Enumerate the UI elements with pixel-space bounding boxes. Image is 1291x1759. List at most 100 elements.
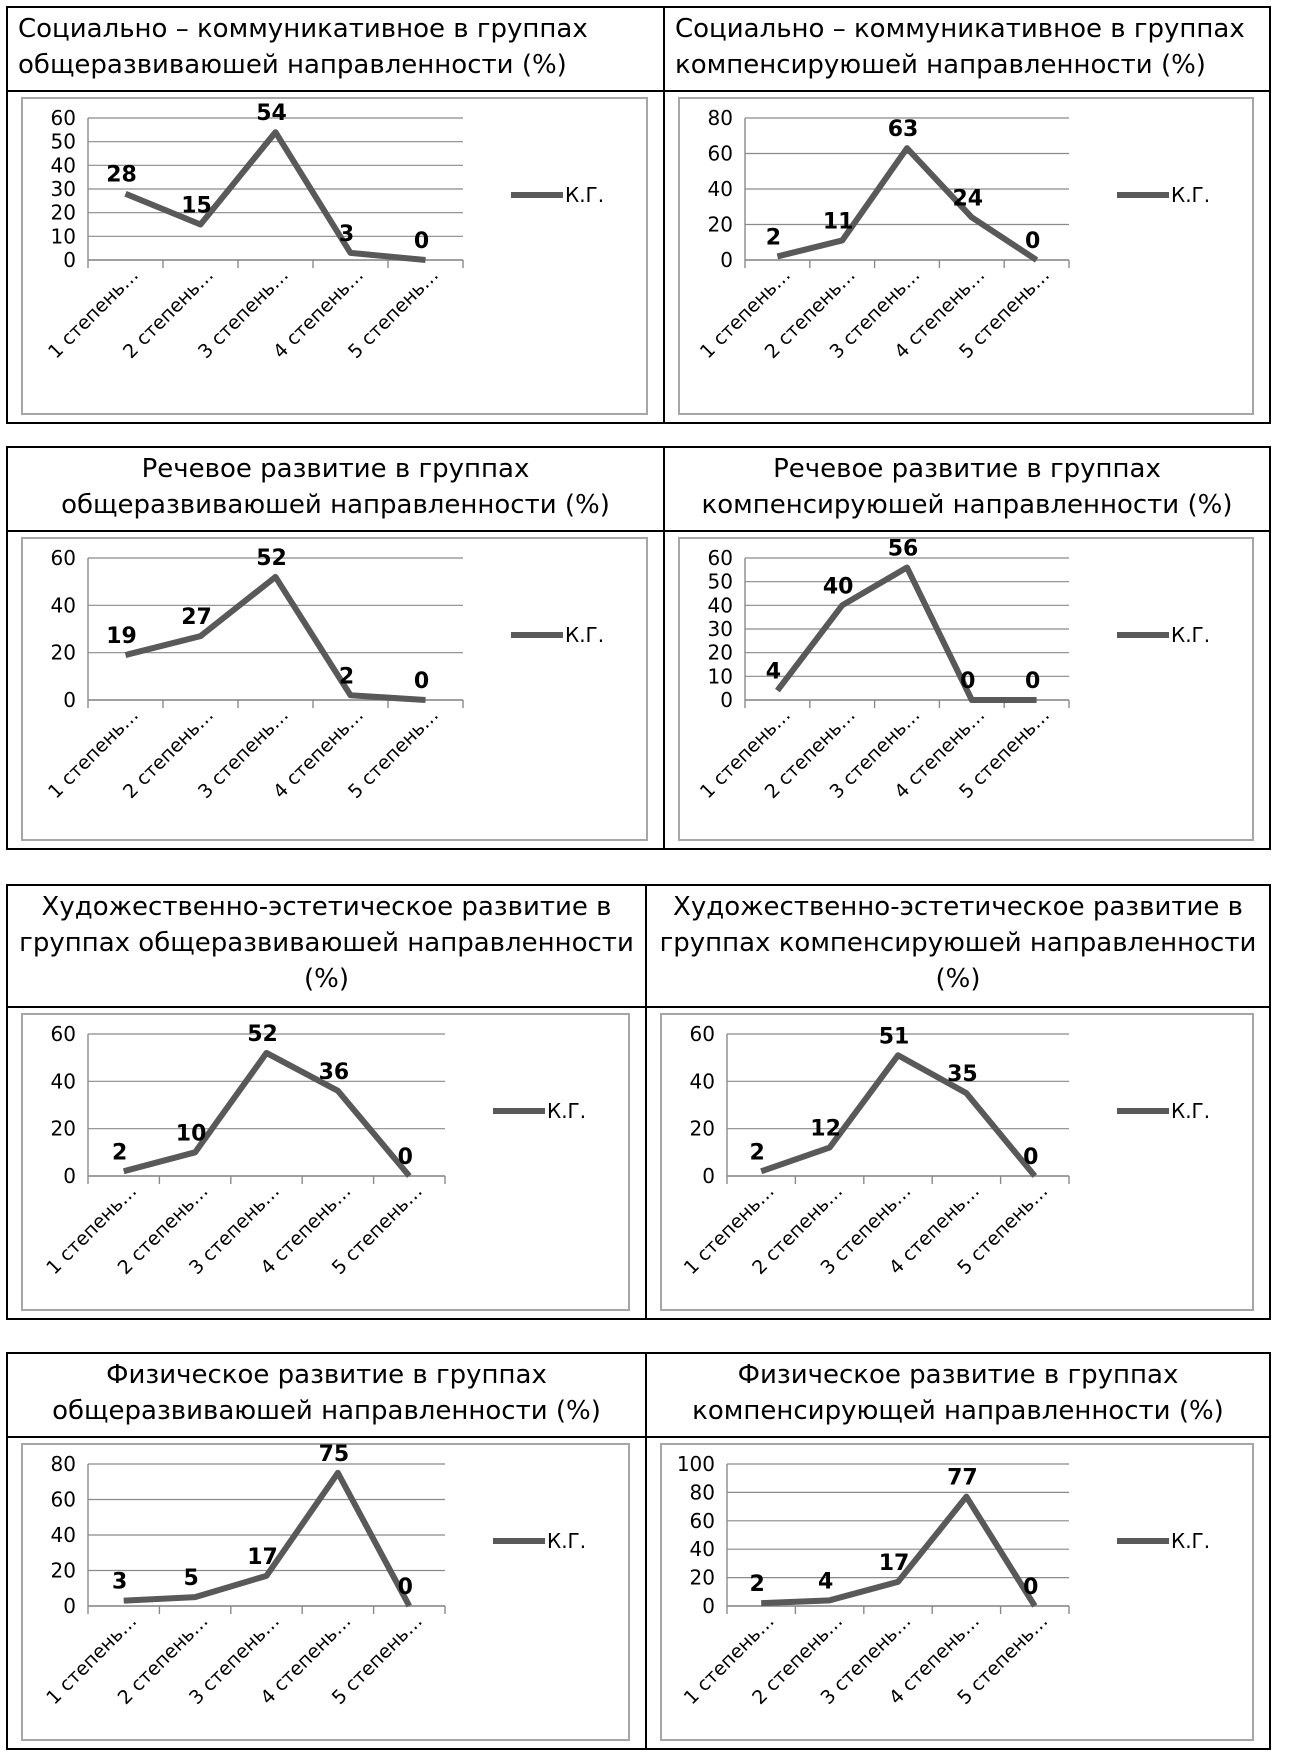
chart-speech-general: 0 20 40 60 1 степень… 2 степень… 3 степень… 4 с…	[8, 532, 663, 848]
data-label: 4	[766, 660, 781, 685]
data-label: 15	[181, 194, 212, 219]
table-social: Социально – коммуникативное в группах об…	[6, 6, 1271, 424]
chart-title: Художественно-эстетическое развитие в гр…	[647, 886, 1269, 1008]
y-tick-label: 20	[51, 641, 76, 665]
y-tick-label: 40	[51, 1069, 76, 1093]
data-label: 3	[112, 1570, 127, 1595]
y-tick-label: 0	[63, 1594, 76, 1618]
data-label: 0	[960, 669, 975, 694]
y-tick-label: 80	[708, 106, 733, 130]
data-label: 4	[818, 1569, 833, 1594]
legend-label: К.Г.	[1171, 183, 1210, 207]
y-tick-label: 60	[51, 1488, 76, 1512]
y-tick-label: 40	[708, 593, 733, 617]
cell-art-comp: Художественно-эстетическое развитие в гр…	[645, 886, 1269, 1318]
y-tick-label: 20	[708, 213, 733, 237]
y-tick-label: 60	[708, 142, 733, 166]
legend-label: К.Г.	[1171, 1099, 1210, 1123]
y-tick-label: 60	[708, 546, 733, 570]
cell-physical-general: Физическое развитие в группах общеразвив…	[8, 1354, 645, 1748]
y-tick-label: 50	[708, 570, 733, 594]
y-tick-label: 0	[720, 248, 733, 272]
data-label: 28	[106, 163, 137, 188]
data-label: 12	[810, 1117, 841, 1142]
legend-label: К.Г.	[565, 623, 604, 647]
chart-frame	[21, 1443, 630, 1741]
y-tick-label: 40	[51, 593, 76, 617]
data-label: 0	[1023, 1575, 1038, 1600]
y-tick-label: 20	[690, 1566, 715, 1590]
y-tick-label: 10	[708, 664, 733, 688]
data-label: 2	[750, 1140, 765, 1165]
table-physical: Физическое развитие в группах общеразвив…	[6, 1352, 1271, 1750]
data-label: 0	[414, 229, 429, 254]
data-label: 63	[888, 117, 919, 142]
series-line	[124, 573, 426, 703]
series-line	[775, 564, 1037, 703]
series-line	[761, 1493, 1038, 1608]
data-label: 3	[339, 222, 354, 247]
data-label: 0	[1023, 1145, 1038, 1170]
y-tick-label: 80	[690, 1480, 715, 1504]
chart-physical-comp: 0 20 40 60 80 100 1 степень… 2 степень… 3 степен…	[647, 1438, 1269, 1748]
cell-speech-comp: Речевое развитие в группах компенсируюше…	[663, 448, 1269, 848]
data-label: 36	[319, 1060, 350, 1085]
chart-title: Социально – коммуникативное в группах ко…	[665, 8, 1269, 92]
chart-art-comp: 0 20 40 60 1 степень… 2 степень… 3 степень… 4 с…	[647, 1008, 1269, 1318]
cell-speech-general: Речевое развитие в группах общеразвиваюш…	[8, 448, 663, 848]
chart-physical-general: 0 20 40 60 80 1 степень… 2 степень… 3 степень… 4…	[8, 1438, 645, 1748]
y-tick-label: 20	[708, 641, 733, 665]
chart-title: Физическое развитие в группах общеразвив…	[8, 1354, 645, 1438]
chart-frame	[660, 1013, 1254, 1311]
chart-art-general: 0 20 40 60 1 степень… 2 степень… 3 степень… 4 с…	[8, 1008, 645, 1318]
data-label: 11	[823, 209, 854, 234]
y-tick-label: 60	[51, 1022, 76, 1046]
cell-physical-comp: Физическое развитие в группах компенсиру…	[645, 1354, 1269, 1748]
data-label: 40	[823, 574, 854, 599]
legend-label: К.Г.	[547, 1099, 586, 1123]
chart-frame	[678, 97, 1254, 415]
series-line	[122, 1049, 412, 1178]
data-label: 24	[952, 186, 983, 211]
y-tick-label: 20	[690, 1117, 715, 1141]
y-tick-label: 40	[51, 153, 76, 177]
cell-social-comp: Социально – коммуникативное в группах ко…	[663, 8, 1269, 422]
y-tick-label: 40	[51, 1523, 76, 1547]
y-tick-label: 0	[702, 1164, 715, 1188]
y-tick-label: 60	[51, 106, 76, 130]
chart-frame	[678, 537, 1254, 841]
data-label: 0	[414, 669, 429, 694]
chart-speech-comp: 0 10 20 30 40 50 60 1 степень… 2 степень… 3 степе…	[665, 532, 1269, 848]
legend-label: К.Г.	[547, 1529, 586, 1553]
cell-social-general: Социально – коммуникативное в группах об…	[8, 8, 663, 422]
data-label: 19	[106, 624, 137, 649]
y-tick-label: 80	[51, 1452, 76, 1476]
data-label: 0	[1025, 229, 1040, 254]
series-line	[123, 1469, 412, 1608]
series-line	[776, 145, 1039, 263]
y-tick-label: 0	[63, 1164, 76, 1188]
data-label: 51	[879, 1024, 910, 1049]
y-tick-label: 40	[690, 1537, 715, 1561]
chart-title: Художественно-эстетическое развитие в гр…	[8, 886, 645, 1008]
data-label: 52	[247, 1022, 278, 1047]
chart-frame	[21, 1013, 630, 1311]
y-tick-label: 40	[708, 177, 733, 201]
data-label: 56	[888, 536, 919, 561]
data-label: 77	[947, 1466, 978, 1491]
y-tick-label: 100	[677, 1452, 715, 1476]
y-tick-label: 0	[720, 688, 733, 712]
data-label: 2	[750, 1572, 765, 1597]
y-tick-label: 0	[702, 1594, 715, 1618]
data-label: 2	[112, 1140, 127, 1165]
data-label: 2	[766, 225, 781, 250]
cell-art-general: Художественно-эстетическое развитие в гр…	[8, 886, 645, 1318]
y-tick-label: 60	[690, 1022, 715, 1046]
